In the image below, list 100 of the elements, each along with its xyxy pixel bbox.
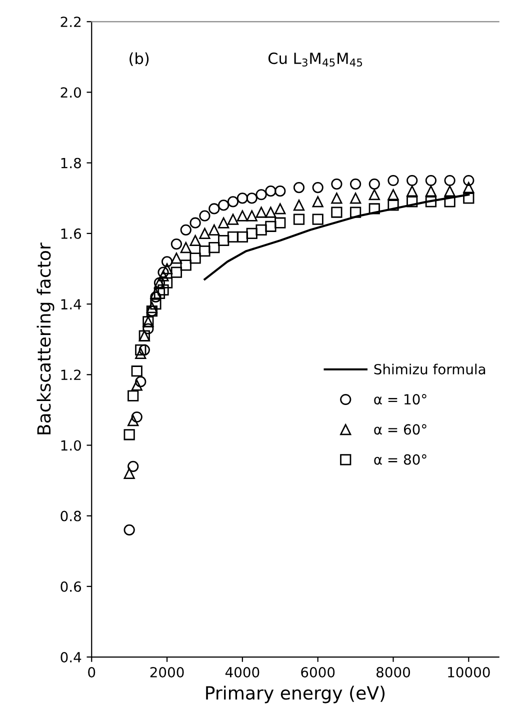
y-axis-title: Backscattering factor xyxy=(36,242,54,434)
point xyxy=(180,242,192,254)
point xyxy=(170,238,182,250)
y-tick-label: 0.6 xyxy=(60,581,82,592)
point xyxy=(368,189,380,200)
annotation: (b) xyxy=(130,52,149,66)
x-tick-label: 10000 xyxy=(448,666,490,678)
x-tick-label: 0 xyxy=(88,666,96,678)
point xyxy=(208,242,220,254)
point xyxy=(265,220,276,232)
point xyxy=(138,344,150,356)
point xyxy=(150,298,162,310)
point xyxy=(444,196,456,208)
point xyxy=(388,189,399,200)
point xyxy=(331,178,342,190)
point xyxy=(227,231,239,243)
point xyxy=(142,323,154,334)
point xyxy=(293,214,305,225)
point xyxy=(199,246,210,257)
point xyxy=(236,210,248,222)
point xyxy=(154,288,166,300)
point xyxy=(180,260,192,271)
point xyxy=(128,390,139,402)
point xyxy=(170,252,182,264)
point xyxy=(199,228,210,240)
point xyxy=(124,429,135,440)
point xyxy=(246,210,258,222)
legend-label: α = 10° xyxy=(374,394,426,405)
point xyxy=(425,196,437,208)
x-tick-label: 6000 xyxy=(301,666,335,678)
point xyxy=(350,206,362,218)
point xyxy=(463,192,474,204)
point xyxy=(256,189,267,200)
point xyxy=(406,196,418,208)
point xyxy=(331,192,342,204)
x-tick-label: 2000 xyxy=(150,666,184,678)
point xyxy=(208,224,220,236)
point xyxy=(331,206,342,218)
point xyxy=(425,186,437,197)
point xyxy=(388,174,399,186)
point xyxy=(218,217,230,228)
x-tick-label: 4000 xyxy=(225,666,260,678)
point xyxy=(208,203,220,214)
point xyxy=(131,411,142,423)
legend-label: Shimizu formula xyxy=(374,364,486,374)
point xyxy=(256,206,267,218)
point xyxy=(293,200,305,211)
point xyxy=(131,366,142,377)
point xyxy=(161,277,173,288)
point xyxy=(190,252,201,264)
point xyxy=(274,217,286,228)
x-tick-label: 8000 xyxy=(376,666,410,678)
point xyxy=(246,228,258,240)
point xyxy=(135,376,146,388)
point xyxy=(406,186,418,197)
x-axis-title: Primary energy (eV) xyxy=(206,686,385,704)
point xyxy=(312,182,324,194)
point xyxy=(124,468,135,480)
point xyxy=(124,524,135,536)
point xyxy=(128,460,139,472)
point xyxy=(180,224,192,236)
point xyxy=(190,234,201,246)
point xyxy=(274,186,286,197)
point xyxy=(444,186,456,197)
point xyxy=(236,231,248,243)
y-tick-label: 1.8 xyxy=(61,158,81,168)
y-tick-label: 1.6 xyxy=(61,228,82,239)
point xyxy=(256,224,267,236)
point xyxy=(135,344,146,356)
y-tick-label: 1.4 xyxy=(61,299,82,310)
point xyxy=(158,266,169,278)
point xyxy=(158,284,169,296)
point xyxy=(131,380,142,391)
point xyxy=(218,234,230,246)
point xyxy=(368,203,380,214)
point xyxy=(368,178,380,190)
point xyxy=(199,210,210,222)
point xyxy=(463,174,474,186)
point xyxy=(406,174,418,186)
point xyxy=(227,214,239,225)
y-tick-label: 2.2 xyxy=(60,16,81,27)
point xyxy=(161,256,173,268)
point xyxy=(444,174,456,186)
point xyxy=(128,414,139,426)
point xyxy=(190,217,201,228)
text: Cu L$_{3}$M$_{45}$M$_{45}$ xyxy=(268,52,362,67)
point xyxy=(218,200,230,211)
point xyxy=(312,196,324,208)
point xyxy=(265,206,276,218)
y-tick-label: 0.8 xyxy=(60,510,81,522)
point xyxy=(463,182,474,194)
point xyxy=(265,186,276,197)
point xyxy=(293,182,305,194)
legend-label: α = 60° xyxy=(374,424,426,435)
y-tick-label: 1.2 xyxy=(61,370,81,380)
y-tick-label: 2.0 xyxy=(60,87,81,98)
point xyxy=(388,200,399,211)
point xyxy=(135,348,146,360)
point xyxy=(425,174,437,186)
point xyxy=(236,192,248,204)
